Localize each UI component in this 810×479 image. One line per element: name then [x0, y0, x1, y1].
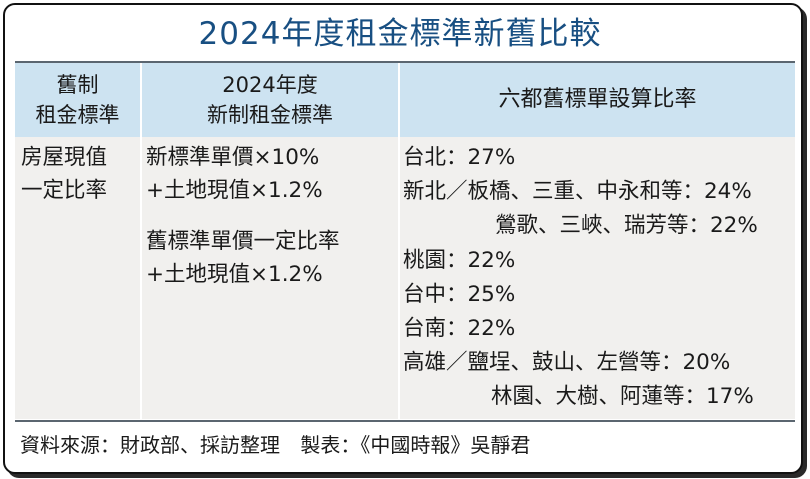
- new-standard-cell: 新標準單價×10% +土地現值×1.2% 舊標準單價一定比率 +土地現值×1.2…: [146, 141, 396, 291]
- old-standard-line: 一定比率: [21, 178, 108, 203]
- header-ratio: 六都舊標單設算比率: [400, 63, 795, 137]
- header-new-line: 新制租金標準: [207, 103, 333, 127]
- header-old-line: 舊制: [56, 73, 99, 97]
- ratio-cell: 台北：27% 新北／板橋、三重、中永和等：24% 鶯歌、三峽、瑞芳等：22% 桃…: [403, 141, 793, 415]
- header-old-line: 租金標準: [35, 103, 120, 127]
- rate-line: 鶯歌、三峽、瑞芳等：22%: [495, 213, 758, 239]
- source-text: 資料來源：財政部、採訪整理: [20, 433, 280, 457]
- rate-line: 新北／板橋、三重、中永和等：24%: [403, 179, 752, 205]
- new-formula-line: 舊標準單價一定比率: [146, 229, 340, 254]
- column-divider: [398, 63, 400, 419]
- rate-line: 台中：25%: [403, 281, 516, 307]
- new-formula-line: +土地現值×1.2%: [146, 262, 323, 287]
- rate-line: 桃園：22%: [403, 247, 516, 273]
- header-new-standard: 2024年度 新制租金標準: [142, 63, 398, 137]
- rate-line: 台北：27%: [403, 145, 516, 170]
- old-standard-line: 房屋現值: [21, 145, 108, 170]
- column-divider: [140, 63, 142, 419]
- rate-line: 台南：22%: [403, 316, 516, 342]
- header-old-standard: 舊制 租金標準: [15, 63, 140, 137]
- footer-divider: [15, 420, 795, 422]
- rate-line: 高雄／鹽埕、鼓山、左營等：20%: [403, 350, 731, 376]
- rate-line: 林園、大樹、阿蓮等：17%: [491, 384, 754, 410]
- new-formula-line: +土地現值×1.2%: [146, 178, 323, 203]
- comparison-table: 舊制 租金標準 2024年度 新制租金標準 六都舊標單設算比率 房屋現值 一定比…: [15, 63, 795, 419]
- new-formula-line: 新標準單價×10%: [146, 145, 320, 170]
- title-divider: [15, 61, 795, 63]
- page-title: 2024年度租金標準新舊比較: [198, 16, 602, 52]
- header-new-line: 2024年度: [222, 73, 318, 97]
- maker-text: 製表：《中國時報》吳靜君: [300, 433, 531, 457]
- old-standard-cell: 房屋現值 一定比率: [21, 141, 139, 207]
- source-credit: 資料來源：財政部、採訪整理 製表：《中國時報》吳靜君: [20, 428, 780, 462]
